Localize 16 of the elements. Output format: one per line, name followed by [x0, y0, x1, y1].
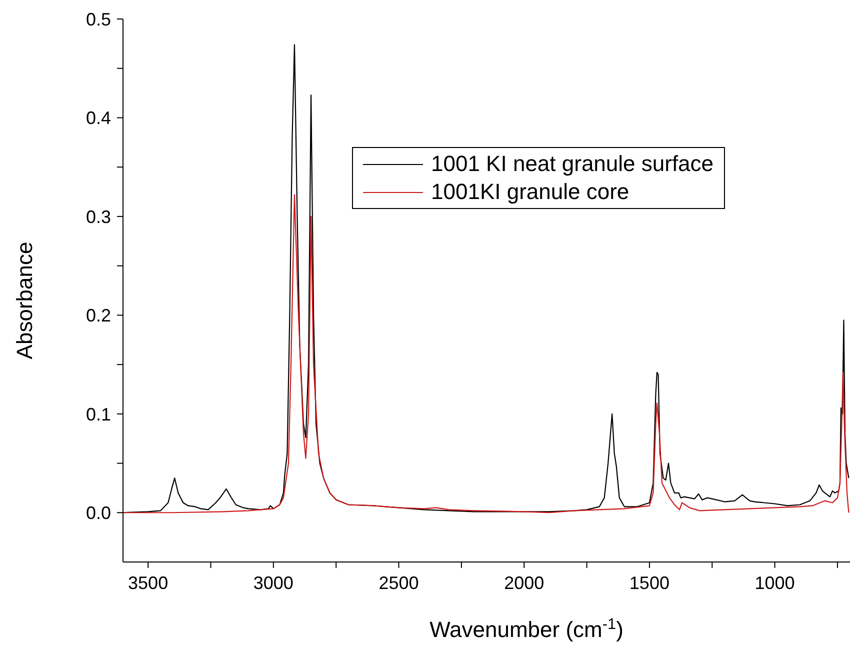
- x-tick-label: 3500: [128, 572, 168, 593]
- y-tick-label: 0.5: [86, 9, 111, 30]
- y-tick-label: 0.0: [86, 503, 111, 524]
- legend-label: 1001KI granule core: [431, 178, 630, 206]
- x-tick-label: 2000: [504, 572, 544, 593]
- x-tick-label: 3000: [253, 572, 294, 593]
- y-tick-label: 0.3: [86, 206, 111, 227]
- legend-label: 1001 KI neat granule surface: [431, 150, 714, 178]
- x-tick-label: 1000: [754, 572, 795, 593]
- x-tick-label: 2500: [378, 572, 419, 593]
- y-tick-label: 0.2: [86, 306, 111, 326]
- y-tick-label: 0.1: [86, 404, 111, 424]
- y-axis-title: Absorbance: [12, 242, 37, 360]
- x-axis-title: Wavenumber (cm$^{-1}$): [430, 616, 624, 642]
- y-tick-label: 0.4: [86, 108, 111, 128]
- x-tick-label: 1500: [629, 572, 670, 593]
